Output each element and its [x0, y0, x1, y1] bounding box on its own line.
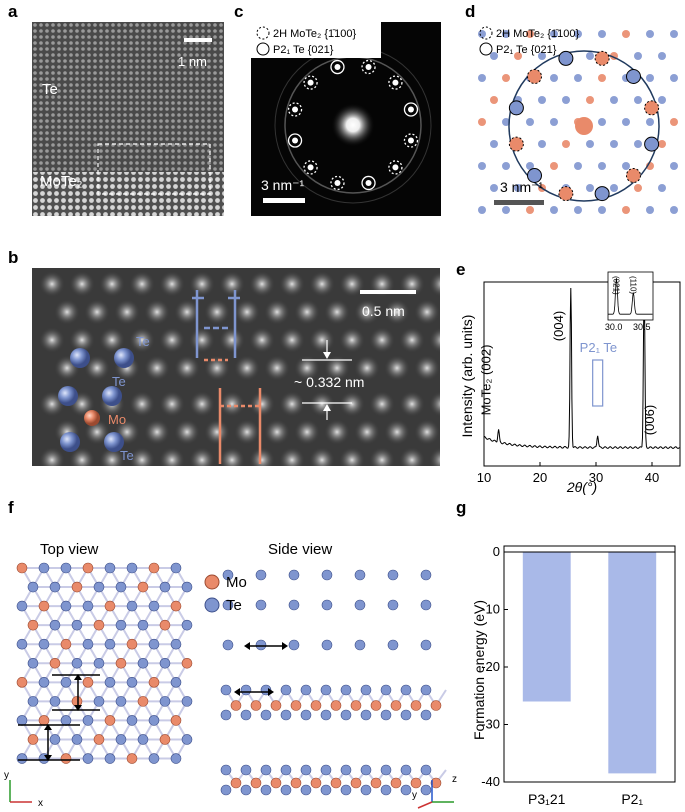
panel-e-xrd-trace: [483, 287, 680, 449]
panel-g-ytick: -30: [481, 717, 500, 732]
panel-f-side-view-label: Side view: [268, 541, 332, 558]
panel-c-legend-mote2: 2H MoTe₂ {1̄100}: [273, 28, 356, 40]
panel-e-inset-trace: [608, 278, 653, 315]
panel-d-legend-te: P2₁ Te {021}: [496, 44, 557, 56]
panel-b-atom-mo: Mo: [108, 412, 126, 427]
panel-letter-b: b: [8, 248, 19, 267]
panel-b-atom-te3: Te: [120, 448, 134, 463]
panel-g-bar: [522, 552, 571, 702]
panel-e-xrd-chart: MoTe₂ (002) (004) P2₁ Te (006) 30.0 30.5 (021…: [459, 271, 681, 495]
panel-c-saed-pattern: 2H MoTe₂ {1̄100} P2₁ Te {021} 3 nm⁻¹: [251, 22, 441, 216]
panel-f-axis-y-top: y: [4, 770, 9, 781]
panel-d-scalebar-label: 3 nm⁻¹: [500, 179, 544, 195]
panel-d-diffraction-schematic: 2H MoTe₂ {1̄100} P2₁ Te {021} 3 nm⁻¹: [478, 26, 678, 214]
panel-e-peak-label: MoTe₂ (002): [479, 345, 494, 416]
panel-letter-a: a: [8, 2, 18, 21]
panel-f-top-view-label: Top view: [40, 541, 99, 558]
panel-e-peak-label: P2₁ Te: [580, 340, 617, 355]
panel-e-ylabel: Intensity (arb. units): [459, 315, 475, 438]
panel-e-inset-peak-label: (110): [628, 276, 637, 294]
panel-g-bar: [608, 552, 657, 774]
panel-f-axis-z-side: z: [452, 774, 457, 785]
panel-b-scalebar-label: 0.5 nm: [362, 303, 405, 319]
panel-e-te-box: [592, 359, 604, 407]
panel-letter-e: e: [456, 260, 466, 279]
panel-letter-c: c: [234, 2, 244, 21]
panel-b-distance-label: ~ 0.332 nm: [294, 374, 364, 390]
panel-b-atom-te1: Te: [136, 334, 150, 349]
panel-e-axes: [483, 281, 681, 467]
panel-f-crystal-structure: Top view Side view Mo Te y x z y: [4, 541, 457, 809]
panel-a-te-label: Te: [42, 81, 58, 98]
panel-b-atom-te2: Te: [112, 374, 126, 389]
panel-e-xtick: 10: [477, 470, 491, 485]
panel-c-legend-te: P2₁ Te {021}: [273, 44, 334, 56]
panel-g-formation-energy-chart: P3₁21 P2₁ 0 -10 -20 -30 -40 Formation energy (…: [471, 544, 676, 807]
panel-g-ylabel: Formation energy (eV): [471, 600, 487, 740]
panel-c-scalebar-label: 3 nm⁻¹: [261, 177, 305, 193]
panel-f-axis-y-side: y: [412, 790, 417, 801]
panel-f-axis-x-top: x: [38, 798, 43, 809]
panel-e-peak-label: (004): [551, 311, 566, 341]
panel-e-xlabel: 2θ(°): [566, 479, 597, 495]
panel-d-legend-mote2: 2H MoTe₂ {1̄100}: [496, 28, 579, 40]
panel-e-xtick: 40: [645, 470, 659, 485]
panel-g-ytick: -40: [481, 774, 500, 789]
panel-e-inset-tick: 30.0: [605, 322, 623, 332]
panel-g-ytick: -10: [481, 602, 500, 617]
panel-a-scalebar-label: 1 nm: [178, 54, 207, 69]
panel-g-category-label: P3₁21: [528, 791, 566, 807]
panel-g-ytick: 0: [493, 544, 500, 559]
panel-a-mote2-label: MoTe₂: [40, 173, 83, 190]
panel-e-xtick: 20: [533, 470, 547, 485]
panel-letter-f: f: [8, 498, 14, 517]
panel-g-ytick: -20: [481, 659, 500, 674]
panel-g-category-label: P2₁: [621, 791, 643, 807]
panel-b-haadf-image: 0.5 nm ~ 0.332 nm Te Te Mo Te: [32, 268, 440, 466]
panel-letter-g: g: [456, 498, 467, 517]
panel-e-xtick: 30: [589, 470, 603, 485]
panel-e-inset-tick: 30.5: [633, 322, 651, 332]
panel-f-legend-mo: Mo: [226, 574, 247, 591]
panel-e-inset-peak-label: (021): [611, 276, 620, 295]
panel-e-peak-label: (006): [642, 405, 657, 435]
panel-f-legend-te: Te: [226, 597, 242, 614]
panel-letter-d: d: [465, 2, 476, 21]
panel-a-stem-image: 1 nm Te MoTe₂: [32, 22, 224, 216]
